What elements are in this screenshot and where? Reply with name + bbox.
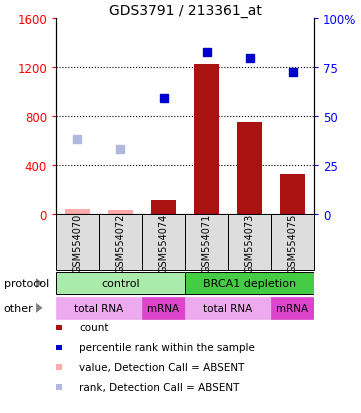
- Bar: [142, 297, 185, 319]
- Bar: [151, 200, 177, 215]
- Title: GDS3791 / 213361_at: GDS3791 / 213361_at: [109, 4, 261, 18]
- Text: GSM554072: GSM554072: [116, 213, 126, 272]
- Text: count: count: [79, 323, 109, 332]
- Text: percentile rank within the sample: percentile rank within the sample: [79, 342, 255, 352]
- Bar: [185, 215, 228, 271]
- Bar: [228, 215, 271, 271]
- Text: mRNA: mRNA: [277, 303, 309, 313]
- Bar: [185, 272, 314, 294]
- Bar: [193, 65, 219, 215]
- Bar: [280, 174, 305, 215]
- Text: GSM554073: GSM554073: [244, 213, 255, 272]
- Bar: [142, 215, 185, 271]
- Text: control: control: [101, 278, 140, 288]
- Text: BRCA1 depletion: BRCA1 depletion: [203, 278, 296, 288]
- Text: GSM554071: GSM554071: [201, 213, 212, 272]
- Bar: [56, 215, 99, 271]
- Text: GSM554070: GSM554070: [73, 213, 82, 272]
- Bar: [271, 215, 314, 271]
- Text: rank, Detection Call = ABSENT: rank, Detection Call = ABSENT: [79, 382, 240, 392]
- Bar: [108, 211, 134, 215]
- Text: mRNA: mRNA: [147, 303, 179, 313]
- Text: total RNA: total RNA: [74, 303, 123, 313]
- Text: value, Detection Call = ABSENT: value, Detection Call = ABSENT: [79, 362, 245, 372]
- Bar: [65, 210, 90, 215]
- Bar: [271, 297, 314, 319]
- Bar: [185, 297, 271, 319]
- Bar: [99, 215, 142, 271]
- Bar: [56, 272, 185, 294]
- Text: other: other: [4, 303, 33, 313]
- Text: GSM554075: GSM554075: [288, 213, 297, 272]
- Bar: [237, 123, 262, 215]
- Bar: [56, 297, 142, 319]
- Text: GSM554074: GSM554074: [158, 213, 169, 272]
- Text: protocol: protocol: [4, 278, 49, 288]
- Text: total RNA: total RNA: [203, 303, 253, 313]
